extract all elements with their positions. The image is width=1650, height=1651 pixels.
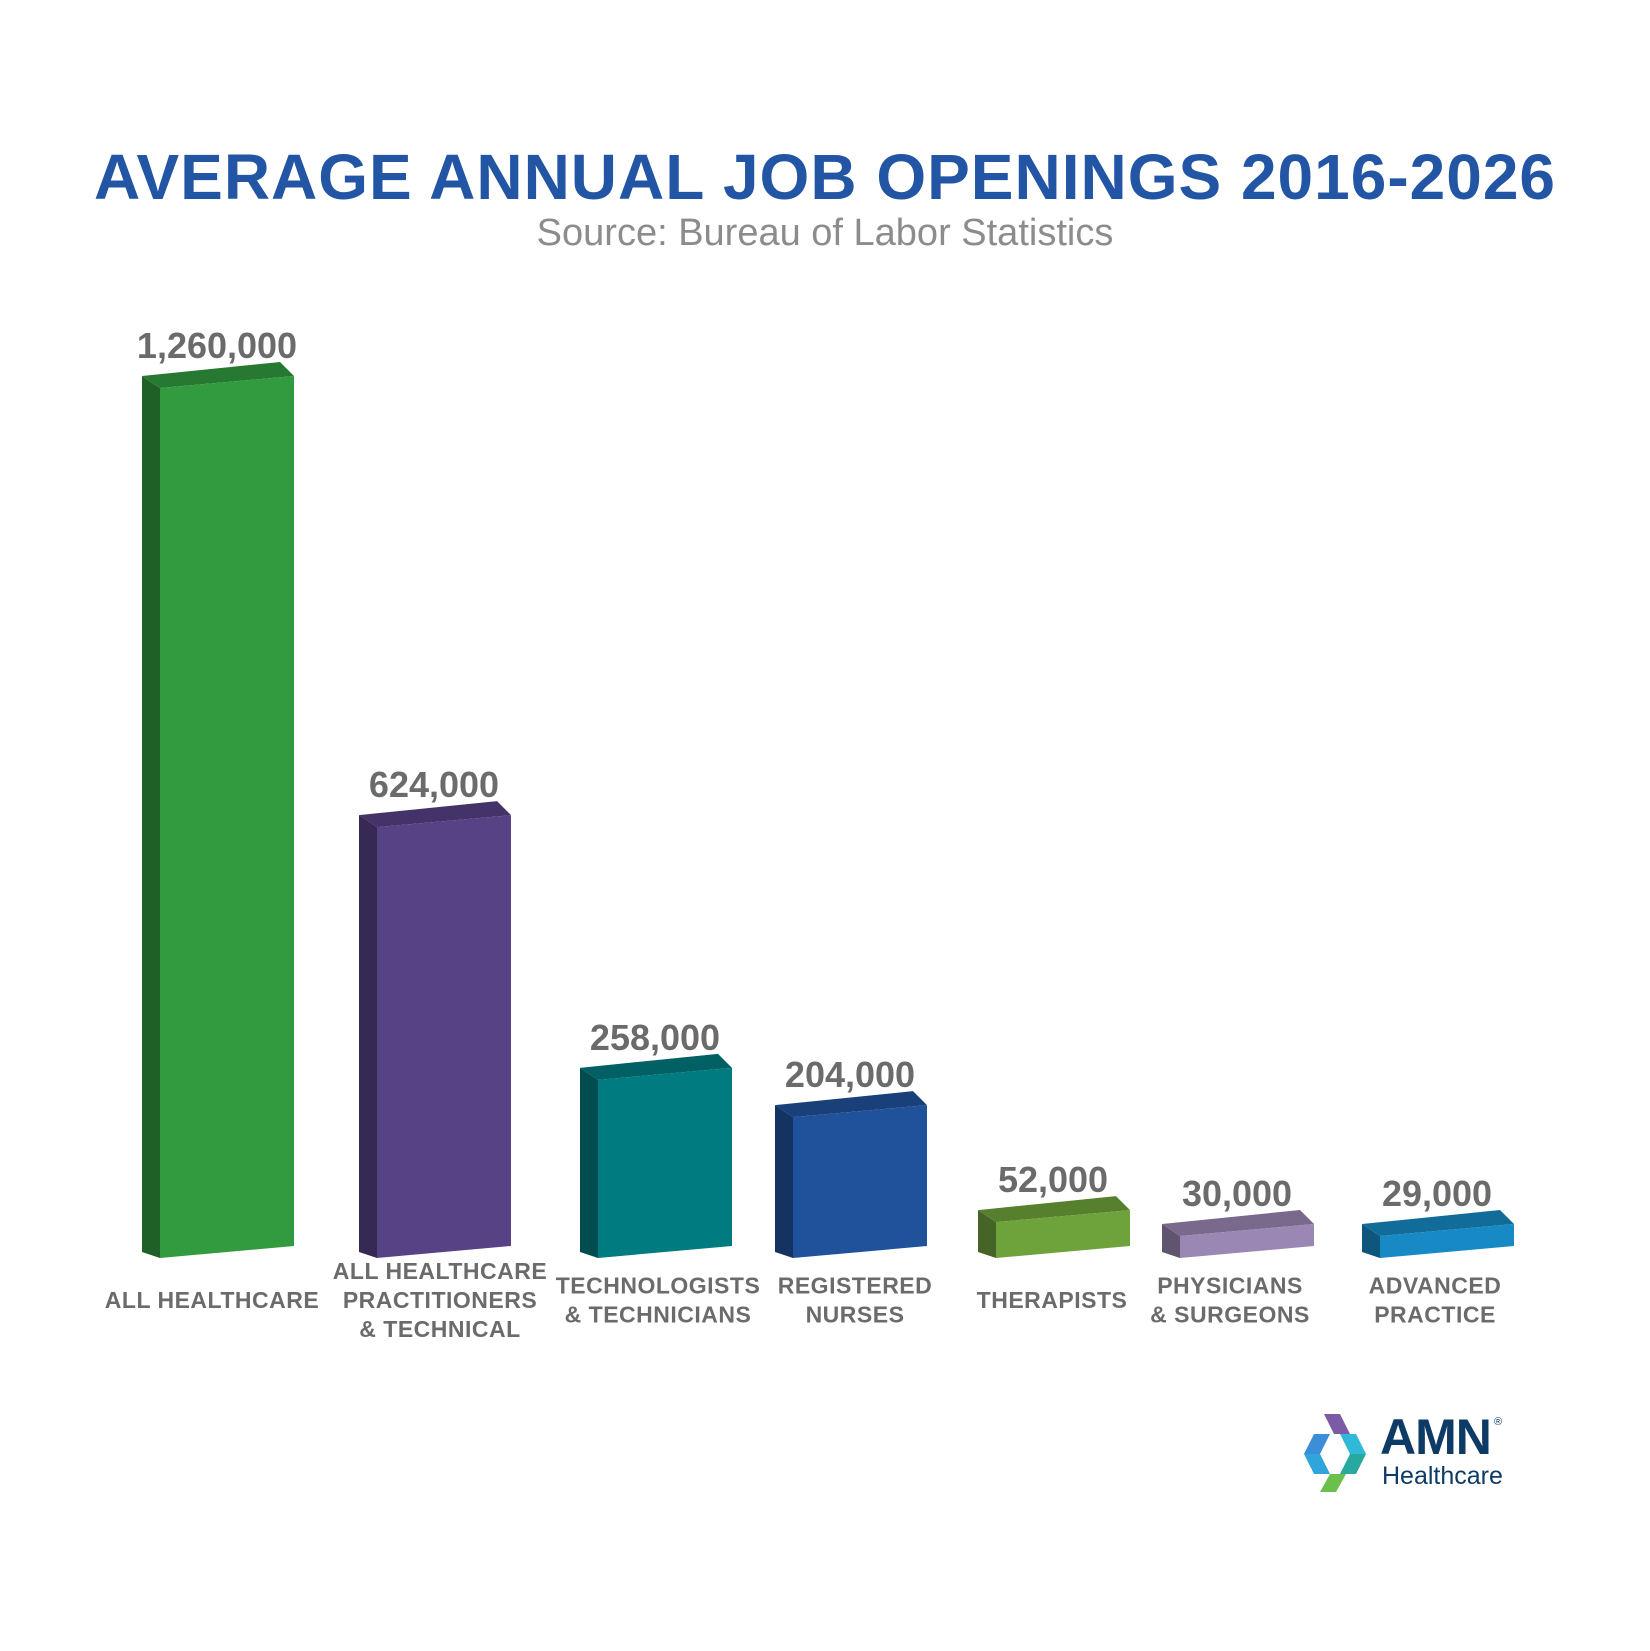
category-labels-group: ALL HEALTHCARE ALL HEALTHCARE PRACTITIONER… <box>105 1258 1502 1342</box>
category-label: TECHNOLOGISTS <box>556 1273 761 1299</box>
bar-value-label: 624,000 <box>369 764 499 805</box>
bar-front-face <box>793 1105 927 1258</box>
category-label: ALL HEALTHCARE <box>105 1287 319 1313</box>
category-label: ADVANCED <box>1369 1273 1502 1299</box>
bar-front-face <box>996 1210 1130 1258</box>
category-label: REGISTERED <box>778 1273 933 1299</box>
bar <box>142 362 294 1258</box>
logo-registered-mark: ® <box>1494 1416 1503 1428</box>
amn-logo-mark-icon <box>1304 1414 1366 1492</box>
bar <box>1362 1210 1514 1258</box>
category-label: & SURGEONS <box>1150 1302 1310 1328</box>
bar <box>359 801 511 1258</box>
category-label: NURSES <box>806 1302 905 1328</box>
category-label: ALL HEALTHCARE <box>333 1258 547 1284</box>
bar-top-face <box>1162 1210 1314 1236</box>
bar-top-face <box>1362 1210 1514 1236</box>
bar-value-label: 258,000 <box>590 1017 720 1058</box>
bar-value-label: 52,000 <box>998 1159 1108 1200</box>
category-label: & TECHNICAL <box>359 1316 520 1342</box>
bar-front-face <box>377 815 511 1258</box>
bar-top-face <box>359 801 511 828</box>
chart-title: AVERAGE ANNUAL JOB OPENINGS 2016-2026 <box>93 141 1557 213</box>
bar-top-face <box>775 1091 927 1118</box>
bar-value-label: 204,000 <box>785 1054 915 1095</box>
logo-brand-text: AMN <box>1380 1409 1492 1465</box>
bar-top-face <box>142 362 294 388</box>
bar-front-face <box>1380 1224 1514 1258</box>
bar-top-face <box>580 1053 732 1080</box>
bar-front-face <box>1180 1224 1314 1258</box>
bar <box>1162 1210 1314 1258</box>
bar-side-face <box>978 1210 996 1258</box>
bar-side-face <box>775 1105 793 1258</box>
chart-subtitle: Source: Bureau of Labor Statistics <box>536 212 1114 254</box>
bar-value-label: 30,000 <box>1182 1173 1292 1214</box>
amn-healthcare-logo: AMN ® Healthcare <box>1296 1412 1506 1492</box>
bar <box>580 1053 732 1258</box>
category-label: PRACTICE <box>1374 1302 1496 1328</box>
bar-side-face <box>359 815 377 1258</box>
bar <box>775 1091 927 1258</box>
bars-group <box>142 362 1514 1258</box>
bar-top-face <box>978 1196 1130 1223</box>
category-label: PHYSICIANS <box>1157 1273 1303 1299</box>
bar-side-face <box>580 1067 598 1258</box>
bar-side-face <box>142 376 160 1258</box>
bar-value-label: 1,260,000 <box>137 325 297 366</box>
bar-front-face <box>598 1067 732 1258</box>
bar-front-face <box>160 376 294 1258</box>
value-labels-group: 1,260,000 624,000 258,000 204,000 52,000 30,0… <box>137 325 1492 1214</box>
category-label: THERAPISTS <box>977 1287 1128 1313</box>
bar-side-face <box>1162 1224 1180 1258</box>
bar <box>978 1196 1130 1258</box>
category-label: PRACTITIONERS <box>343 1287 537 1313</box>
bar-side-face <box>1362 1224 1380 1258</box>
bar-value-label: 29,000 <box>1382 1173 1492 1214</box>
logo-sub-text: Healthcare <box>1382 1462 1503 1490</box>
category-label: & TECHNICIANS <box>565 1302 752 1328</box>
